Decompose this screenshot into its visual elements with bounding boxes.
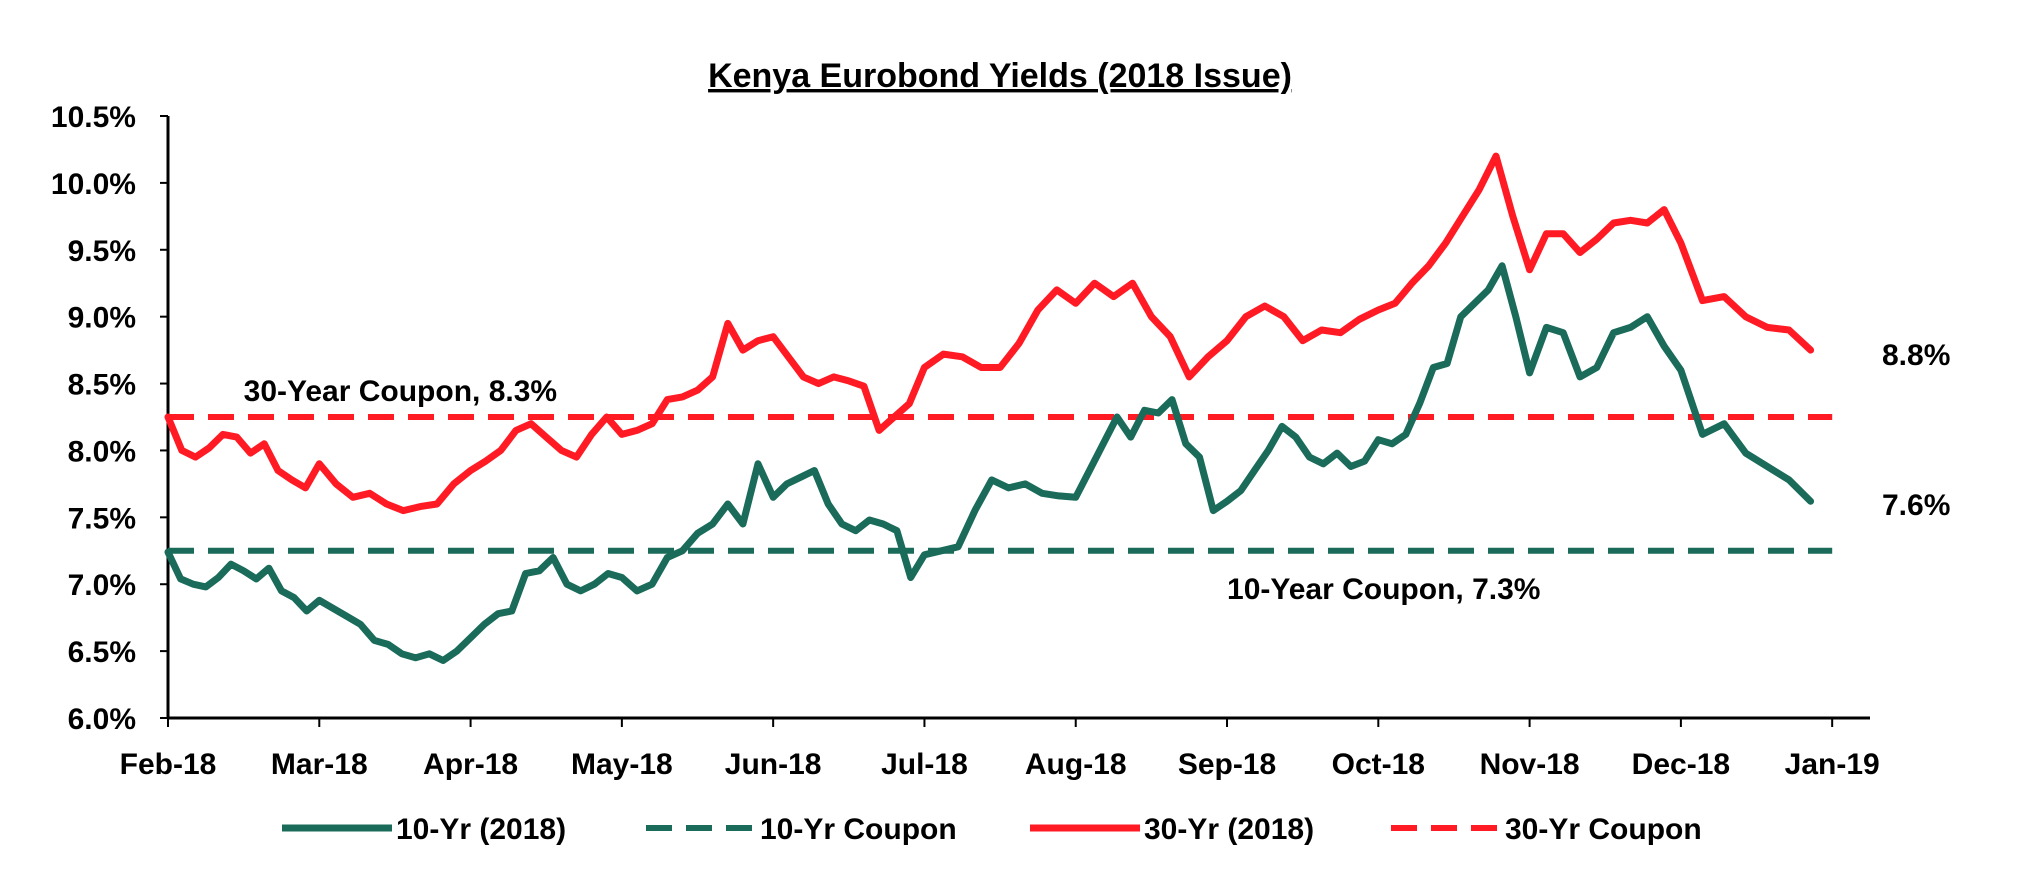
x-tick-label: Sep-18 <box>1178 748 1276 781</box>
series-line-ten-year <box>164 262 1815 664</box>
legend-label-thirty-year: 30-Yr (2018) <box>1144 813 1314 846</box>
y-tick-label: 8.5% <box>68 369 136 402</box>
chart-title: Kenya Eurobond Yields (2018 Issue) <box>708 57 1292 95</box>
legend: 10-Yr (2018) 10-Yr Coupon 30-Yr (2018) 30-Y… <box>282 813 1702 846</box>
y-axis: 6.0% 6.5% 7.0% 7.5% 8.0% 8.5% 9.0% 9.5% 10.0% 10.… <box>51 101 170 736</box>
x-tick-label: Jun-18 <box>725 748 822 781</box>
y-tick-label: 10.5% <box>51 101 136 134</box>
y-tick-label: 6.0% <box>68 703 136 736</box>
x-axis: Feb-18 Mar-18 Apr-18 May-18 Jun-18 Jul-18 Aug-… <box>120 716 1880 781</box>
annotation-thirty-end-label: 8.8% <box>1882 339 1950 372</box>
series-layer <box>164 152 1833 664</box>
annotation-ten-end-label: 7.6% <box>1882 489 1950 522</box>
x-tick-label: Jul-18 <box>881 748 968 781</box>
series-line-thirty-year <box>164 152 1815 515</box>
x-tick-label: Oct-18 <box>1332 748 1425 781</box>
x-tick-label: Jan-19 <box>1785 748 1880 781</box>
x-tick-label: Aug-18 <box>1025 748 1127 781</box>
y-tick-label: 8.0% <box>68 435 136 468</box>
x-tick-label: Dec-18 <box>1632 748 1730 781</box>
x-tick-label: Apr-18 <box>423 748 518 781</box>
annotation-layer: 30-Year Coupon, 8.3% 10-Year Coupon, 7.3%… <box>244 339 1951 606</box>
x-tick-label: Feb-18 <box>120 748 217 781</box>
annotation-ten-coupon-label: 10-Year Coupon, 7.3% <box>1227 573 1540 606</box>
legend-label-ten-year-coupon: 10-Yr Coupon <box>760 813 957 846</box>
y-tick-label: 10.0% <box>51 168 136 201</box>
y-tick-label: 7.0% <box>68 569 136 602</box>
y-tick-label: 7.5% <box>68 502 136 535</box>
x-tick-label: Mar-18 <box>271 748 368 781</box>
y-tick-label: 6.5% <box>68 636 136 669</box>
legend-label-ten-year: 10-Yr (2018) <box>396 813 566 846</box>
x-tick-label: Nov-18 <box>1480 748 1580 781</box>
y-tick-label: 9.0% <box>68 302 136 335</box>
y-tick-label: 9.5% <box>68 235 136 268</box>
annotation-thirty-coupon-label: 30-Year Coupon, 8.3% <box>244 375 557 408</box>
x-tick-label: May-18 <box>571 748 673 781</box>
legend-label-thirty-year-coupon: 30-Yr Coupon <box>1505 813 1702 846</box>
